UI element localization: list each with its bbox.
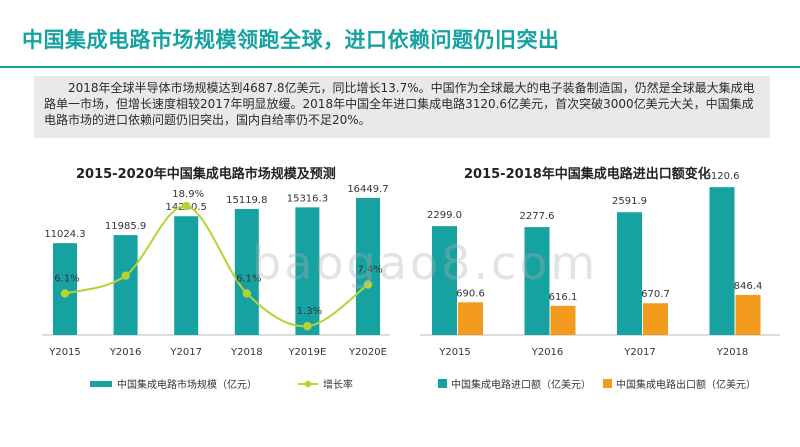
- bar-value-label: 15119.8: [226, 195, 267, 206]
- growth-rate-point: [303, 321, 312, 331]
- legend-swatch-market-size: [90, 381, 112, 387]
- bar-import-label: 2277.6: [520, 211, 555, 222]
- growth-rate-label: 6.1%: [54, 273, 79, 284]
- page-title: 中国集成电路市场规模领跑全球，进口依赖问题仍旧突出: [22, 28, 560, 52]
- growth-rate-label: 6.1%: [236, 273, 261, 284]
- bar-import: [432, 226, 457, 335]
- x-tick-label: Y2018: [230, 347, 263, 358]
- bar-export: [643, 303, 668, 335]
- chart1-title: 2015-2020年中国集成电路市场规模及预测: [76, 167, 336, 182]
- legend-label-import: 中国集成电路进口额（亿美元）: [451, 378, 591, 391]
- bar-export-label: 690.6: [456, 288, 485, 299]
- bar-market-size: [356, 197, 380, 335]
- bar-value-label: 11985.9: [105, 221, 146, 232]
- x-tick-label: Y2016: [531, 347, 564, 358]
- bar-export-label: 846.4: [734, 281, 763, 292]
- bar-market-size: [53, 243, 77, 335]
- bar-export: [550, 305, 576, 335]
- title-divider: [0, 66, 800, 68]
- x-tick-label: Y2015: [48, 347, 81, 358]
- bar-market-size: [174, 216, 199, 335]
- x-tick-label: Y2018: [716, 347, 749, 358]
- x-tick-label: Y2016: [109, 347, 142, 358]
- bar-import-label: 3120.6: [705, 171, 740, 182]
- bar-import-label: 2591.9: [612, 196, 647, 207]
- growth-rate-label: 18.9%: [172, 189, 204, 200]
- legend-label-export: 中国集成电路出口额（亿美元）: [616, 378, 756, 391]
- bar-value-label: 15316.3: [287, 193, 328, 204]
- growth-rate-point: [242, 289, 251, 298]
- x-tick-label: Y2017: [623, 347, 656, 358]
- bar-market-size: [295, 207, 320, 335]
- bar-import: [709, 187, 735, 335]
- summary-text: 2018年全球半导体市场规模达到4687.8亿美元，同比增长13.7%。中国作为…: [34, 76, 770, 138]
- bar-export-label: 616.1: [549, 292, 578, 303]
- x-tick-label: Y2020E: [348, 347, 387, 358]
- bar-import: [617, 212, 642, 335]
- bar-value-label: 16449.7: [347, 184, 388, 195]
- legend-swatch-import: [438, 379, 447, 388]
- bar-market-size: [234, 209, 259, 335]
- growth-rate-point: [60, 289, 70, 298]
- x-tick-label: Y2017: [169, 347, 202, 358]
- legend-marker-growth-rate: [304, 380, 312, 388]
- growth-rate-point: [182, 201, 191, 211]
- market-size-chart: 11024.3Y201511985.9Y201614250.5Y20171511…: [42, 184, 390, 391]
- legend-swatch-export: [603, 379, 612, 388]
- bar-import-label: 2299.0: [427, 210, 462, 221]
- bar-export: [735, 294, 761, 335]
- legend-label-growth-rate: 增长率: [323, 378, 353, 391]
- bar-value-label: 11024.3: [44, 229, 85, 240]
- bar-export-label: 670.7: [641, 289, 670, 300]
- chart2-title: 2015-2018年中国集成电路进出口额变化: [464, 167, 711, 182]
- x-tick-label: Y2015: [438, 347, 471, 358]
- legend-label-market-size: 中国集成电路市场规模（亿元）: [117, 378, 257, 391]
- x-tick-label: Y2019E: [287, 347, 326, 358]
- growth-rate-label: 7.4%: [357, 265, 382, 276]
- bar-market-size: [113, 235, 138, 335]
- growth-rate-label: 1.3%: [297, 306, 322, 317]
- growth-rate-point: [363, 280, 373, 289]
- bar-export: [458, 302, 483, 335]
- bar-import: [524, 227, 550, 335]
- growth-rate-point: [121, 271, 130, 280]
